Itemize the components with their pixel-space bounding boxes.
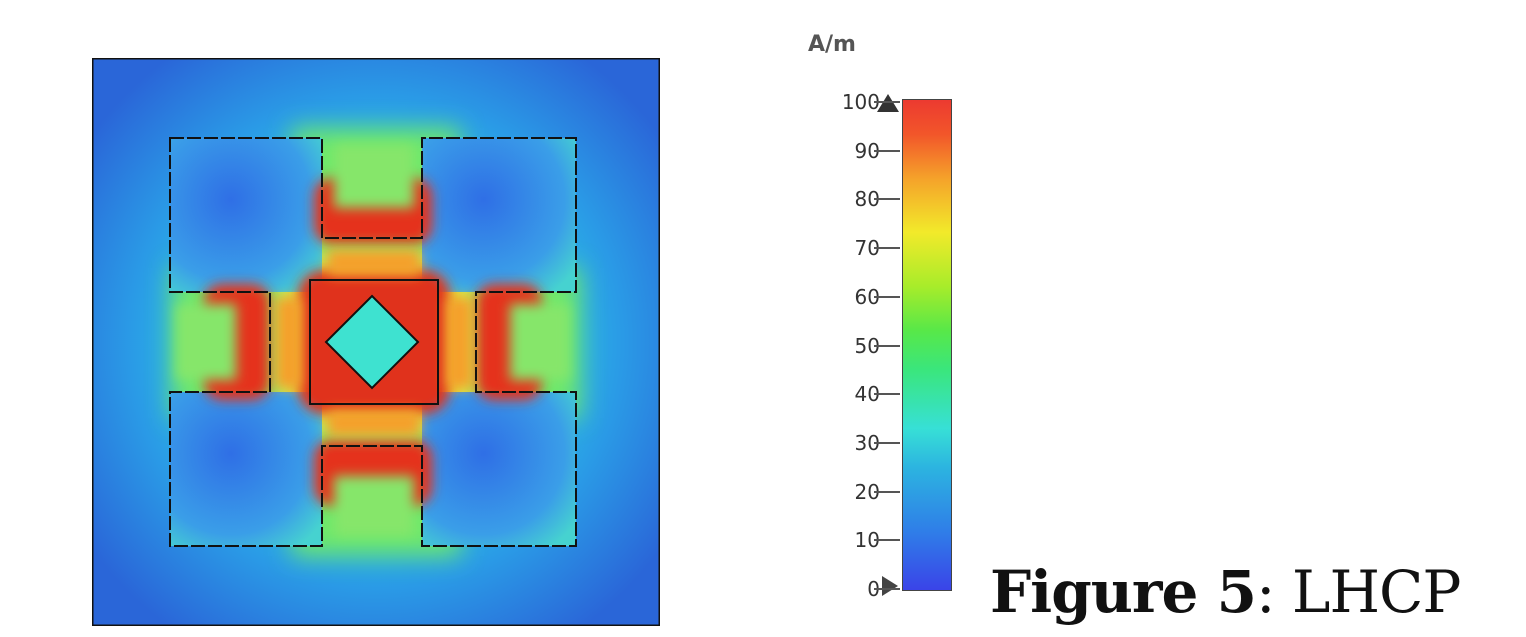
max-slider-arrow-icon[interactable] — [877, 94, 899, 112]
colorbar-tick-mark — [874, 539, 900, 542]
colorbar-tick-mark — [874, 588, 900, 590]
figure-caption: Figure 5: LHCP — [990, 558, 1462, 626]
patch-outline — [169, 137, 577, 547]
colorbar-tick-mark — [874, 198, 900, 201]
colorbar-tick-label: 100 — [841, 90, 880, 114]
inner-square-outline — [309, 279, 439, 405]
colorbar-legend: A/m 1009080706050403020100 — [800, 28, 980, 628]
center-diamond — [324, 294, 420, 390]
colorbar-tick-mark — [874, 393, 900, 396]
min-slider-arrow-icon[interactable] — [882, 576, 898, 596]
colorbar-tick-mark — [874, 490, 900, 493]
colorbar-tick-mark — [874, 441, 900, 444]
colorbar-tick-mark — [874, 344, 900, 347]
colorbar-tick-label: 0 — [867, 577, 880, 601]
colorbar-unit-label: A/m — [808, 32, 856, 57]
surface-current-plot — [92, 58, 660, 626]
colorbar-tick-mark — [874, 101, 900, 103]
figure-label: Figure 5 — [990, 558, 1257, 626]
colorbar-gradient — [902, 99, 952, 591]
colorbar-tick-mark — [874, 149, 900, 152]
colorbar-tick-mark — [874, 247, 900, 250]
colorbar-tick-mark — [874, 295, 900, 298]
caption-text: LHCP — [1274, 558, 1462, 626]
caption-separator: : — [1255, 558, 1276, 626]
corner-patches — [170, 138, 576, 546]
